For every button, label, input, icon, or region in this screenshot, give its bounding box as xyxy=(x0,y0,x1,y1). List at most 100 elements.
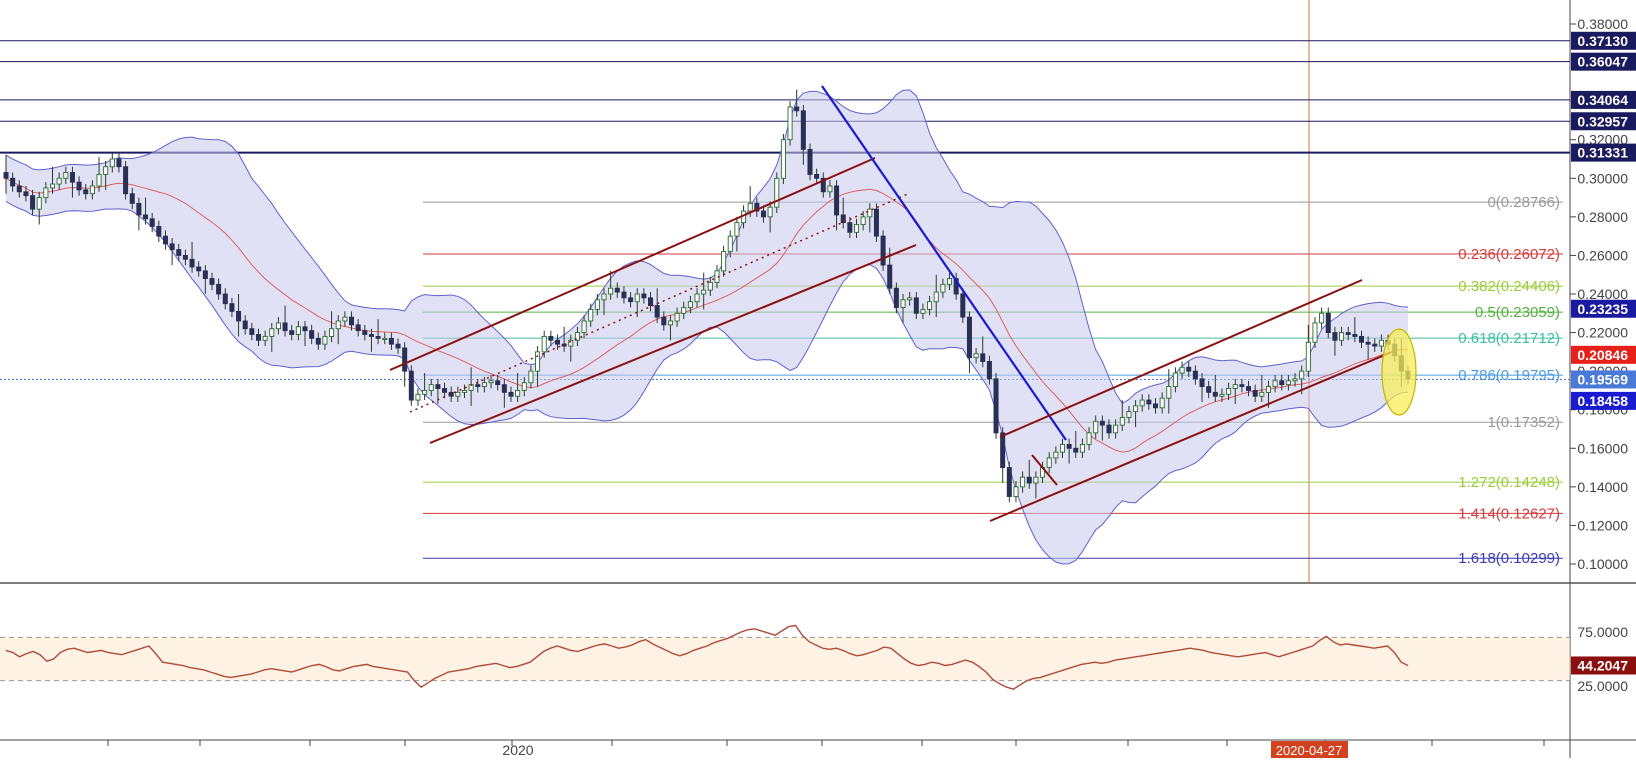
candle-bearish xyxy=(1066,443,1072,449)
candle-bearish xyxy=(661,316,667,326)
candle-bearish xyxy=(368,334,374,337)
price-tick-label: 0.38000 xyxy=(1577,16,1628,32)
candle-bullish xyxy=(422,389,428,395)
candle-bearish xyxy=(156,226,162,237)
candle-bearish xyxy=(83,189,89,195)
candle-bearish xyxy=(475,384,481,388)
candle-bullish xyxy=(461,389,467,393)
candle-bearish xyxy=(628,297,634,303)
candle-bearish xyxy=(760,210,766,218)
candle-bearish xyxy=(495,380,501,386)
highlight-ellipse xyxy=(1381,328,1417,416)
candle-bullish xyxy=(947,278,953,285)
candle-bearish xyxy=(1345,332,1351,335)
candle-bullish xyxy=(342,316,348,322)
candle-bearish xyxy=(887,264,893,289)
price-tick-label: 0.28000 xyxy=(1577,209,1628,225)
candle-bullish xyxy=(535,351,541,372)
candle-bearish xyxy=(302,326,308,332)
candle-bullish xyxy=(1219,393,1225,397)
candle-bullish xyxy=(103,166,109,175)
small-trend-line xyxy=(1031,454,1058,486)
candle-bullish xyxy=(269,328,275,337)
candle-bullish xyxy=(521,382,527,391)
price-tick-label: 0.30000 xyxy=(1577,170,1628,186)
candle-bullish xyxy=(681,307,687,314)
candle-bullish xyxy=(1378,339,1384,347)
level-badge xyxy=(1571,90,1636,109)
candle-bearish xyxy=(993,378,999,434)
price-tick-label: 0.14000 xyxy=(1577,479,1628,495)
candle-bearish xyxy=(794,106,800,112)
candle-bearish xyxy=(1332,332,1338,341)
time-axis: 2020 2020-04-27 xyxy=(107,740,1545,758)
candle-bearish xyxy=(229,303,235,312)
candle-bullish xyxy=(853,224,860,233)
candle-bearish xyxy=(10,177,16,187)
candle-bullish xyxy=(1179,366,1185,374)
candle-bearish xyxy=(169,243,175,251)
channel-upper-line xyxy=(389,157,876,371)
candle-bullish xyxy=(1339,332,1345,341)
level-badge xyxy=(1571,112,1636,131)
level-badge-label: 0.31331 xyxy=(1577,145,1628,161)
price-badge xyxy=(1571,370,1636,389)
candle-bearish xyxy=(162,235,168,245)
candle-bullish xyxy=(262,335,268,341)
candle-bearish xyxy=(402,347,408,372)
candle-bearish xyxy=(435,384,441,389)
candle-bearish xyxy=(986,361,992,380)
candle-bullish xyxy=(335,320,341,330)
rsi-line xyxy=(5,624,1409,690)
candle-bearish xyxy=(1152,403,1159,409)
candle-bullish xyxy=(1079,443,1085,453)
candle-bearish xyxy=(807,148,813,175)
candle-bearish xyxy=(216,283,222,295)
candle-bearish xyxy=(309,330,315,339)
candle-bullish xyxy=(1299,370,1305,380)
candle-bearish xyxy=(1006,467,1012,497)
candle-bearish xyxy=(1365,341,1371,345)
price-tick-label: 0.16000 xyxy=(1577,440,1628,456)
candle-bearish xyxy=(648,297,654,307)
fib-level-label: 1(0.17352) xyxy=(1487,414,1560,431)
candle-bearish xyxy=(1246,386,1252,391)
fib-level-label: 1.272(0.14248) xyxy=(1458,474,1560,491)
candle-bullish xyxy=(43,187,49,199)
price-tick-label: 0.24000 xyxy=(1577,286,1628,302)
candle-bullish xyxy=(727,235,733,253)
candle-bearish xyxy=(621,291,627,299)
candle-bearish xyxy=(189,258,195,268)
highlighted-date-label: 2020-04-27 xyxy=(1276,743,1343,758)
candle-bearish xyxy=(236,310,242,322)
fib-level-label: 0(0.28766) xyxy=(1487,194,1560,211)
candle-bullish xyxy=(1305,341,1311,372)
candle-bullish xyxy=(707,281,713,291)
candle-bullish xyxy=(940,283,946,293)
candle-bearish xyxy=(408,370,414,401)
rsi-tick-label: 25.0000 xyxy=(1577,678,1628,694)
candle-bullish xyxy=(1086,432,1092,445)
channel-upper-line-2 xyxy=(999,279,1363,438)
candle-bearish xyxy=(1279,380,1285,386)
candle-bearish xyxy=(149,218,155,227)
highlighted-date-badge xyxy=(1271,741,1348,758)
price-tick-label: 0.10000 xyxy=(1577,556,1628,572)
rsi-tick-label: 75.0000 xyxy=(1577,624,1628,640)
candle-bullish xyxy=(56,177,62,185)
level-badge-label: 0.37130 xyxy=(1577,33,1628,49)
candle-bullish xyxy=(1312,322,1318,343)
bollinger-middle xyxy=(5,177,1409,453)
candle-bearish xyxy=(880,235,886,266)
candle-bullish xyxy=(89,185,95,195)
candle-bullish xyxy=(588,308,594,322)
fib-level-label: 0.786(0.19795) xyxy=(1458,367,1560,384)
candle-bearish xyxy=(800,110,806,150)
candle-bearish xyxy=(395,343,401,349)
candle-bearish xyxy=(1206,386,1212,393)
candle-bearish xyxy=(442,388,448,393)
candle-bullish xyxy=(1126,411,1132,418)
candle-bullish xyxy=(1259,391,1265,397)
candle-bullish xyxy=(900,299,906,308)
candle-bearish xyxy=(202,270,208,280)
